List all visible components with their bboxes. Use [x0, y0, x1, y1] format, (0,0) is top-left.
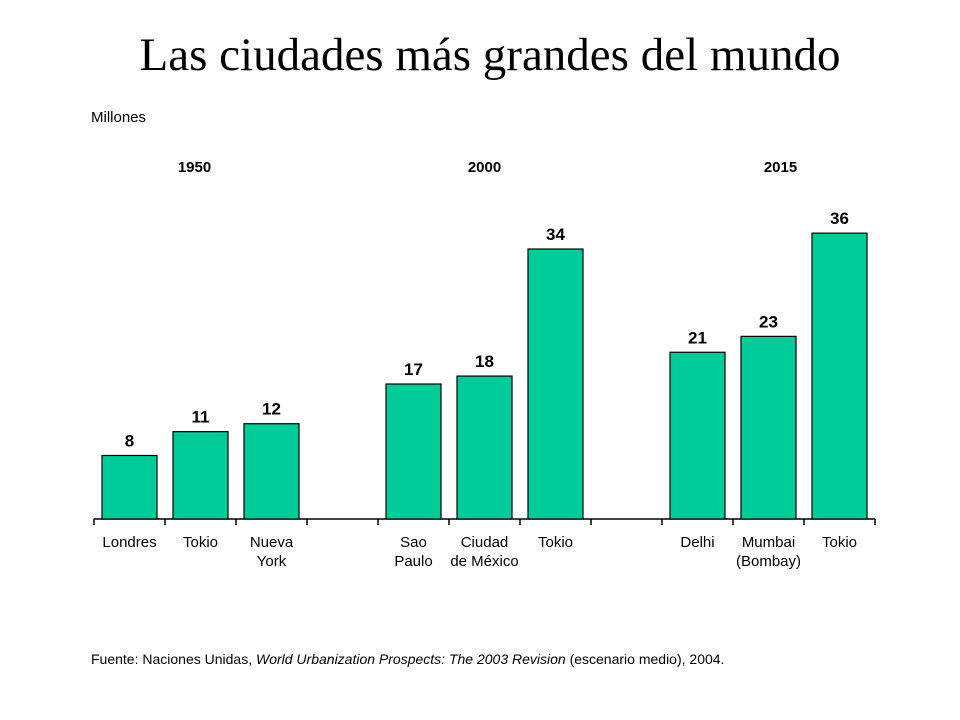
category-label-line: Sao [400, 534, 427, 551]
source-prefix: Fuente: Naciones Unidas, [91, 651, 256, 667]
category-label: Tokio [538, 534, 573, 551]
source-note: Fuente: Naciones Unidas, World Urbanizat… [91, 651, 724, 667]
category-label: Tokio [822, 534, 857, 551]
bar [669, 351, 726, 520]
category-label-line: Nueva [250, 534, 294, 551]
category-label-line: Tokio [822, 534, 857, 551]
category-label-line: York [257, 553, 287, 570]
category-label: Delhi [680, 534, 714, 551]
category-label: Sao Paulo [394, 534, 432, 570]
category-label-line: Mumbai [742, 534, 795, 551]
bar-value-label: 12 [262, 400, 281, 419]
bar [456, 375, 513, 520]
category-label: Mumbai (Bombay) [736, 534, 801, 570]
bar-value-label: 34 [546, 225, 565, 244]
bar-value-label: 11 [192, 408, 210, 427]
category-label-line: Ciudad [461, 534, 509, 551]
category-label-line: de México [450, 553, 518, 570]
category-label-line: (Bombay) [736, 553, 801, 570]
bar [101, 454, 158, 520]
category-label: Tokio [183, 534, 218, 551]
bar [243, 423, 300, 520]
bar [740, 335, 797, 520]
category-label-line: Tokio [538, 534, 573, 551]
bar [811, 232, 868, 520]
category-label-line: Tokio [183, 534, 218, 551]
y-axis-units-label: Millones [91, 109, 147, 126]
bar [385, 383, 442, 520]
source-suffix: (escenario medio), 2004. [565, 651, 725, 667]
bar-value-label: 8 [125, 431, 134, 450]
category-label: Nueva York [250, 534, 294, 570]
bar-value-label: 17 [404, 360, 423, 379]
category-label-line: Londres [102, 534, 156, 551]
category-label-line: Paulo [394, 553, 432, 570]
chart-title: Las ciudades más grandes del mundo [139, 29, 841, 81]
bar [527, 248, 584, 520]
bar-value-label: 18 [475, 352, 494, 371]
year-group-label: 1950 [178, 159, 211, 176]
year-group-label: 2015 [764, 159, 797, 176]
source-title: World Urbanization Prospects: The 2003 R… [255, 651, 566, 667]
bar-value-label: 21 [688, 328, 707, 347]
category-label: Ciudad de México [450, 534, 518, 570]
bar-value-label: 23 [759, 312, 778, 331]
category-label: Londres [102, 534, 156, 551]
bar [172, 431, 229, 520]
category-label-line: Delhi [680, 534, 714, 551]
year-group-label: 2000 [468, 159, 501, 176]
bar-value-label: 36 [830, 209, 849, 228]
